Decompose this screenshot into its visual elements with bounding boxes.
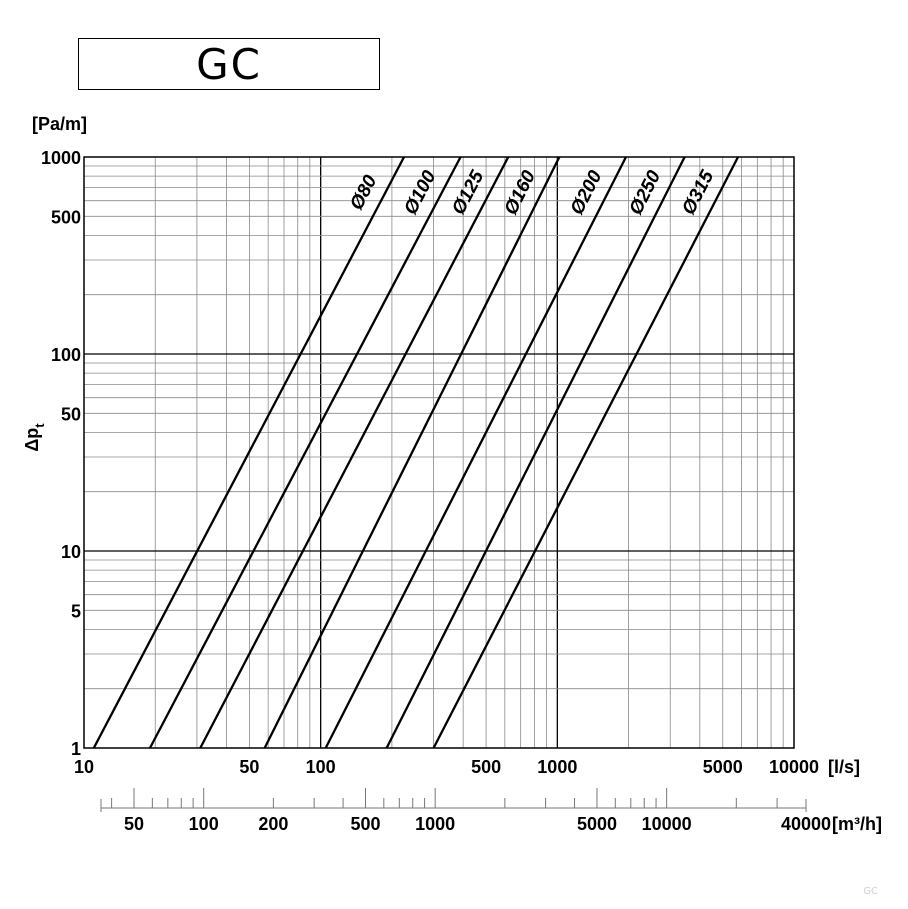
- y-tick-label: 1: [71, 739, 81, 759]
- watermark: GC: [863, 886, 878, 897]
- secondary-tick-label: 100: [189, 814, 219, 834]
- x-tick-label: 100: [306, 757, 336, 777]
- series-label: Ø125: [448, 167, 488, 218]
- x-tick-label: 10000: [769, 757, 819, 777]
- y-axis-label-sub: t: [32, 423, 47, 428]
- y-tick-label: 1000: [41, 148, 81, 168]
- secondary-tick-label: 5000: [577, 814, 617, 834]
- series-line: [148, 156, 462, 749]
- grid: [84, 157, 794, 748]
- series-line: [385, 156, 686, 749]
- series-line: [324, 156, 628, 749]
- secondary-tick-label: 500: [350, 814, 380, 834]
- x-tick-label: 1000: [537, 757, 577, 777]
- x-tick-label: 5000: [703, 757, 743, 777]
- secondary-tick-label: 10000: [642, 814, 692, 834]
- y-tick-label: 500: [51, 207, 81, 227]
- y-axis-unit: [Pa/m]: [32, 114, 87, 134]
- series-line: [199, 156, 510, 749]
- x-tick-label: 10: [74, 757, 94, 777]
- series-line: [263, 156, 561, 749]
- series-line: [92, 156, 406, 749]
- chart-title-box: GC: [78, 38, 380, 90]
- secondary-axis: 50 100 200 500 1000 5000 10000 40000: [100, 788, 831, 834]
- secondary-tick-label: 1000: [415, 814, 455, 834]
- chart-title: GC: [196, 39, 262, 89]
- series-label: Ø200: [567, 167, 607, 218]
- secondary-axis-unit: [m³/h]: [832, 814, 882, 834]
- y-tick-label: 5: [71, 601, 81, 621]
- tick-labels: 10 50 100 500 1000 5000 10000 1 5 10 50 100 500 1000: [41, 148, 819, 777]
- series-label: Ø250: [626, 167, 666, 218]
- series-lines: Ø80 Ø100 Ø125 Ø160 Ø200 Ø250 Ø315: [92, 156, 740, 749]
- y-axis-label: Δpt: [22, 423, 47, 452]
- secondary-tick-label: 40000: [781, 814, 831, 834]
- plot-frame: [83, 156, 795, 749]
- secondary-tick-label: 200: [258, 814, 288, 834]
- x-tick-label: 500: [471, 757, 501, 777]
- y-tick-label: 10: [61, 542, 81, 562]
- series-label: Ø315: [678, 167, 718, 218]
- x-axis-unit: [l/s]: [828, 757, 860, 777]
- series-label: Ø100: [400, 167, 440, 218]
- y-tick-label: 100: [51, 345, 81, 365]
- series-line: [432, 156, 740, 749]
- secondary-tick-label: 50: [124, 814, 144, 834]
- y-axis-label-main: Δp: [22, 428, 42, 452]
- x-tick-label: 50: [239, 757, 259, 777]
- y-tick-label: 50: [61, 404, 81, 424]
